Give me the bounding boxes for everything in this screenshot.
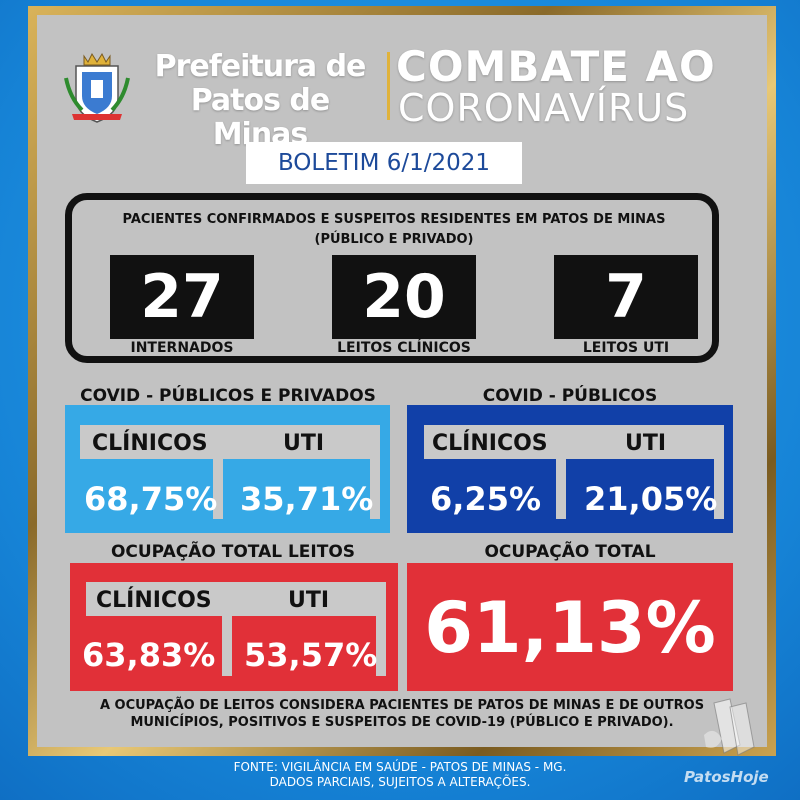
covid-public-divider: [556, 459, 566, 519]
leitos-uti-label: LEITOS UTI: [582, 340, 670, 356]
source-line1: FONTE: VIGILÂNCIA EM SAÚDE - PATOS DE MI…: [233, 760, 567, 774]
covid-public-header-bar: [424, 425, 714, 459]
internados-label: INTERNADOS: [130, 340, 234, 356]
bulletin-date: BOLETIM 6/1/2021: [246, 142, 522, 184]
leitos-uti-value: 7: [554, 255, 698, 339]
footnote-line2: MUNICÍPIOS, POSITIVOS E SUSPEITOS DE COV…: [130, 715, 674, 730]
covid-public-edge: [714, 425, 724, 519]
leitos-clinicos-value: 20: [332, 255, 476, 339]
covid-all-uti-label: UTI: [283, 431, 325, 456]
covid-public-clinicos-label: CLÍNICOS: [432, 431, 548, 456]
covid-all-divider: [213, 459, 223, 519]
ocupacao-leitos-clinicos-value: 63,83%: [82, 636, 216, 674]
ocupacao-total-value: 61,13%: [424, 587, 716, 669]
covid-all-header-bar: [80, 425, 370, 459]
leitos-clinicos-label: LEITOS CLÍNICOS: [337, 340, 471, 356]
ocupacao-leitos-divider: [222, 616, 232, 676]
covid-all-clinicos-label: CLÍNICOS: [92, 431, 208, 456]
prefeitura-line1: Prefeitura de: [154, 49, 367, 84]
header-divider: [387, 52, 390, 120]
campaign-title-line1: COMBATE AO: [396, 42, 716, 91]
covid-all-clinicos-value: 68,75%: [84, 480, 218, 518]
covid-all-edge: [370, 425, 380, 519]
internados-value: 27: [110, 255, 254, 339]
prefeitura-title: Prefeitura de Patos de Minas: [140, 50, 380, 152]
patients-box: [65, 193, 719, 363]
ocupacao-total-panel: [407, 563, 733, 691]
footnote: A OCUPAÇÃO DE LEITOS CONSIDERA PACIENTES…: [60, 697, 744, 731]
covid-public-clinicos-value: 6,25%: [430, 480, 542, 518]
covid-all-title: COVID - PÚBLICOS E PRIVADOS: [80, 386, 376, 406]
ocupacao-leitos-edge: [376, 582, 386, 676]
ocupacao-total-title: OCUPAÇÃO TOTAL: [484, 542, 656, 562]
patients-title-line1: PACIENTES CONFIRMADOS E SUSPEITOS RESIDE…: [122, 212, 666, 227]
ocupacao-leitos-title: OCUPAÇÃO TOTAL LEITOS: [110, 542, 356, 562]
ocupacao-leitos-uti-label: UTI: [288, 588, 330, 613]
ocupacao-leitos-clinicos-label: CLÍNICOS: [96, 588, 212, 613]
covid-public-uti-label: UTI: [625, 431, 667, 456]
patients-title-line2: (PÚBLICO E PRIVADO): [314, 232, 474, 247]
watermark-flipper-icon: [704, 698, 755, 756]
watermark-text: PatosHoje: [684, 768, 769, 786]
city-crest-icon: [64, 52, 130, 123]
covid-all-uti-value: 35,71%: [240, 480, 374, 518]
covid-public-title: COVID - PÚBLICOS: [482, 386, 658, 406]
ocupacao-leitos-header-bar: [86, 582, 376, 616]
footnote-line1: A OCUPAÇÃO DE LEITOS CONSIDERA PACIENTES…: [99, 698, 705, 713]
source-line2: DADOS PARCIAIS, SUJEITOS A ALTERAÇÕES.: [269, 775, 531, 789]
source-note: FONTE: VIGILÂNCIA EM SAÚDE - PATOS DE MI…: [150, 760, 650, 790]
ocupacao-leitos-uti-value: 53,57%: [244, 636, 378, 674]
patients-box-title: PACIENTES CONFIRMADOS E SUSPEITOS RESIDE…: [80, 210, 708, 250]
campaign-title-line2: CORONAVÍRUS: [398, 86, 690, 130]
covid-public-uti-value: 21,05%: [584, 480, 718, 518]
